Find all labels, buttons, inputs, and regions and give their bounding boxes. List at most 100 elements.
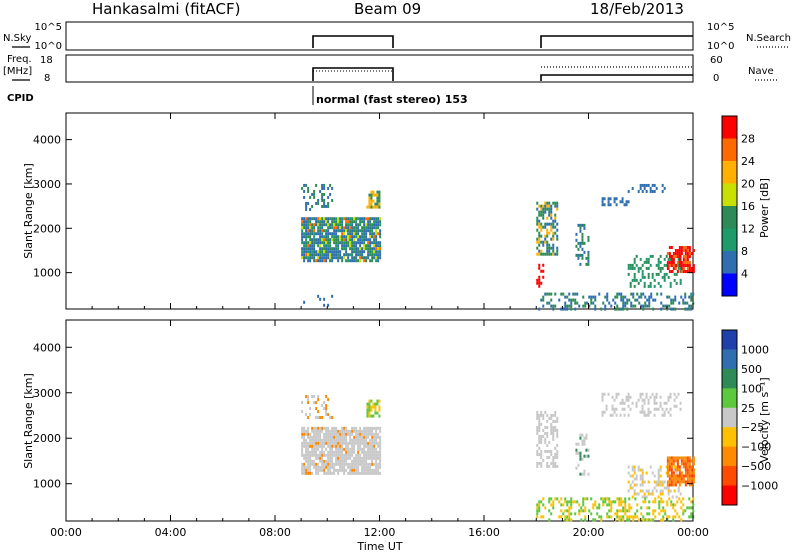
power-cell xyxy=(651,183,654,187)
power-cell xyxy=(343,238,346,242)
power-cell xyxy=(307,232,310,236)
power-cell xyxy=(319,241,322,245)
power-cell xyxy=(317,198,320,202)
power-cell xyxy=(365,238,368,242)
power-cell xyxy=(607,200,610,204)
velocity-cell xyxy=(570,503,573,507)
velocity-cell xyxy=(666,468,669,472)
velocity-cell xyxy=(642,518,645,522)
velocity-cell xyxy=(373,444,376,448)
velocity-cell xyxy=(661,489,664,493)
power-cell xyxy=(686,270,689,274)
power-cell xyxy=(540,228,543,232)
velocity-cell xyxy=(351,447,354,451)
velocity-cell xyxy=(622,515,625,519)
power-cell xyxy=(321,250,324,254)
velocity-cell xyxy=(365,471,368,475)
velocity-cell xyxy=(622,500,625,504)
velocity-cell xyxy=(546,413,549,417)
power-cell xyxy=(690,304,693,308)
power-cell xyxy=(313,238,316,242)
velocity-cell xyxy=(372,402,375,406)
power-cell xyxy=(361,247,364,251)
power-cell xyxy=(323,256,326,260)
velocity-cell xyxy=(550,461,553,465)
velocity-cell xyxy=(633,465,636,469)
velocity-cell xyxy=(315,401,318,405)
noise-trace-1 xyxy=(312,35,394,48)
velocity-cell xyxy=(570,518,573,522)
velocity-cell xyxy=(333,438,336,442)
velocity-cell xyxy=(363,426,366,430)
velocity-cell xyxy=(327,456,330,460)
power-cell xyxy=(311,204,314,208)
power-cell xyxy=(303,217,306,221)
velocity-cell xyxy=(657,483,660,487)
power-cell xyxy=(325,250,328,254)
velocity-cell xyxy=(313,432,316,436)
power-cell xyxy=(373,217,376,221)
power-cell xyxy=(333,253,336,257)
power-cell xyxy=(369,235,372,239)
power-cell xyxy=(368,202,371,206)
velocity-cell xyxy=(355,453,358,457)
velocity-cell xyxy=(596,512,599,516)
power-cell xyxy=(311,241,314,245)
power-cell xyxy=(367,223,370,227)
velocity-cell xyxy=(678,515,681,519)
velocity-cell xyxy=(678,471,681,475)
velocity-cell xyxy=(666,500,669,504)
velocity-cell xyxy=(319,426,322,430)
velocity-cell xyxy=(659,474,662,478)
x-tick-label: 00:00 xyxy=(677,526,709,539)
velocity-cell xyxy=(327,462,330,466)
velocity-cell xyxy=(309,444,312,448)
power-cell xyxy=(680,267,683,271)
power-cell xyxy=(357,217,360,221)
x-tick-label: 00:00 xyxy=(50,526,82,539)
velocity-cell xyxy=(575,466,578,470)
velocity-cell xyxy=(674,515,677,519)
velocity-cell xyxy=(633,489,636,493)
velocity-cell xyxy=(588,509,591,513)
power-cell xyxy=(325,220,328,224)
power-cell xyxy=(642,307,645,311)
power-cell xyxy=(347,259,350,263)
velocity-cell xyxy=(538,413,541,417)
power-cell xyxy=(327,238,330,242)
velocity-cell xyxy=(672,506,675,510)
velocity-cell xyxy=(319,432,322,436)
power-cell xyxy=(376,193,379,197)
velocity-cell xyxy=(323,459,326,463)
power-cell xyxy=(639,186,642,190)
power-cell xyxy=(375,220,378,224)
power-cell xyxy=(341,232,344,236)
velocity-cell xyxy=(359,441,362,445)
velocity-cell xyxy=(692,503,695,507)
velocity-cell xyxy=(670,456,673,460)
power-cell xyxy=(556,252,559,256)
velocity-cell xyxy=(365,465,368,469)
power-cell xyxy=(579,229,582,233)
power-cell xyxy=(327,303,330,307)
x-tick-label: 08:00 xyxy=(259,526,291,539)
velocity-cell xyxy=(367,450,370,454)
power-cell xyxy=(347,235,350,239)
velocity-cell xyxy=(538,428,541,432)
power-cell xyxy=(686,255,689,259)
velocity-cell xyxy=(375,435,378,439)
velocity-cell xyxy=(303,471,306,475)
velocity-cell xyxy=(678,477,681,481)
velocity-cell xyxy=(579,457,582,461)
velocity-cell xyxy=(367,462,370,466)
velocity-cell xyxy=(624,512,627,516)
colorbar-swatch xyxy=(722,466,737,487)
power-cell xyxy=(307,244,310,248)
power-cell xyxy=(329,192,332,196)
velocity-cell xyxy=(546,425,549,429)
power-cell xyxy=(327,201,330,205)
power-cell xyxy=(339,241,342,245)
power-cell xyxy=(542,204,545,208)
velocity-cell xyxy=(317,435,320,439)
velocity-cell xyxy=(646,518,649,522)
